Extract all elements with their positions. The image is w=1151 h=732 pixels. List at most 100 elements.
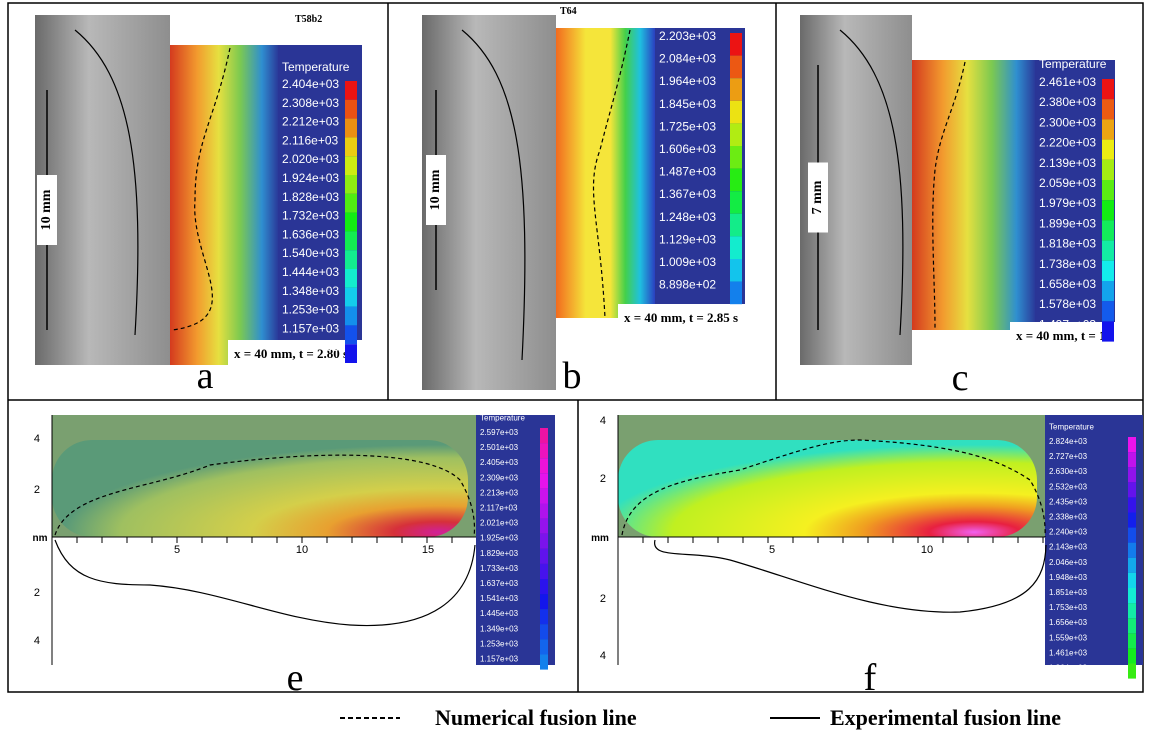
legend-label: 1.979e+03 xyxy=(1039,196,1096,210)
colorbar-swatch xyxy=(1128,482,1136,497)
colorbar-swatch xyxy=(730,214,742,237)
colorbar-swatch xyxy=(1128,528,1136,543)
legend-label: 2.212e+03 xyxy=(282,115,339,129)
colorbar-swatch xyxy=(345,100,357,119)
scale-label: 7 mm xyxy=(810,180,825,214)
legend-label: 1.129e+03 xyxy=(659,232,716,246)
colorbar-swatch xyxy=(540,549,548,564)
legend-label: 2.405e+03 xyxy=(480,458,519,467)
legend-label: 1.009e+03 xyxy=(659,255,716,269)
legend-label: 1.606e+03 xyxy=(659,142,716,156)
colorbar-swatch xyxy=(345,213,357,232)
simulation-map xyxy=(912,60,1035,330)
legend-experimental: Experimental fusion line xyxy=(830,705,1061,730)
colorbar-swatch xyxy=(1128,467,1136,482)
y-tick-label: 2 xyxy=(34,484,40,496)
colorbar-swatch xyxy=(1102,281,1114,301)
colorbar-swatch xyxy=(345,175,357,194)
y-tick-label: 4 xyxy=(34,635,40,647)
panel-letter: e xyxy=(287,657,304,699)
legend-label: 2.084e+03 xyxy=(659,52,716,66)
legend-title: Temperature xyxy=(480,413,525,422)
legend-label: 2.404e+03 xyxy=(282,77,339,91)
panel-letter: c xyxy=(952,357,969,399)
legend-label: 1.829e+03 xyxy=(480,549,519,558)
legend-label: 1.851e+03 xyxy=(1049,588,1088,597)
legend-label: 1.541e+03 xyxy=(480,594,519,603)
legend-numerical: Numerical fusion line xyxy=(435,705,637,730)
simulation-map xyxy=(170,45,278,365)
legend-label: 1.658e+03 xyxy=(1039,277,1096,291)
legend-label: 2.338e+03 xyxy=(1049,513,1088,522)
scale-label: 10 mm xyxy=(39,189,54,230)
legend-label: 1.157e+03 xyxy=(282,321,339,335)
colorbar-swatch xyxy=(730,56,742,79)
colorbar-swatch xyxy=(1128,497,1136,512)
legend-label: 1.559e+03 xyxy=(1049,633,1088,642)
colorbar-swatch xyxy=(540,534,548,549)
legend-label: 1.349e+03 xyxy=(480,624,519,633)
legend-label: 1.948e+03 xyxy=(1049,573,1088,582)
legend-label: 1.828e+03 xyxy=(282,190,339,204)
legend-title: Temperature xyxy=(659,9,727,23)
colorbar-swatch xyxy=(540,564,548,579)
colorbar-swatch xyxy=(345,119,357,138)
legend-label: 1.348e+03 xyxy=(282,284,339,298)
legend-label: 1.656e+03 xyxy=(1049,618,1088,627)
x-tick-label: 10 xyxy=(296,544,308,556)
colorbar-swatch xyxy=(540,655,548,670)
x-tick-label: 15 xyxy=(422,544,434,556)
x-tick-label: 10 xyxy=(921,544,933,556)
legend-label: 2.220e+03 xyxy=(1039,136,1096,150)
colorbar-swatch xyxy=(540,594,548,609)
colorbar-swatch xyxy=(1102,99,1114,119)
panel-letter: a xyxy=(197,355,214,397)
y-tick-label: 4 xyxy=(600,415,606,427)
colorbar-swatch xyxy=(540,473,548,488)
colorbar-swatch xyxy=(1102,261,1114,281)
legend-label: 1.733e+03 xyxy=(480,564,519,573)
colorbar-swatch xyxy=(540,639,548,654)
legend-label: 1.899e+03 xyxy=(1039,216,1096,230)
legend-label: 2.059e+03 xyxy=(1039,176,1096,190)
legend-title: Temperature xyxy=(1049,422,1094,431)
legend-label: 1.725e+03 xyxy=(659,119,716,133)
colorbar-swatch xyxy=(1128,664,1136,679)
colorbar-swatch xyxy=(1102,180,1114,200)
colorbar-swatch xyxy=(540,443,548,458)
colorbar-swatch xyxy=(1128,437,1136,452)
colorbar-swatch xyxy=(1102,220,1114,240)
y-tick-label: 2 xyxy=(600,473,606,485)
legend-label: 2.380e+03 xyxy=(1039,95,1096,109)
colorbar-swatch xyxy=(730,169,742,192)
colorbar-swatch xyxy=(730,33,742,56)
colorbar-swatch xyxy=(345,231,357,250)
legend-label: 2.021e+03 xyxy=(480,519,519,528)
x-tick-label: 5 xyxy=(174,544,180,556)
legend-label: 2.116e+03 xyxy=(282,133,338,147)
colorbar-swatch xyxy=(730,123,742,146)
legend-label: 1.253e+03 xyxy=(480,639,519,648)
weld-pool xyxy=(52,440,468,537)
colorbar-swatch xyxy=(540,609,548,624)
legend-label: 1.753e+03 xyxy=(1049,603,1088,612)
colorbar-swatch xyxy=(1128,633,1136,648)
legend-label: 1.738e+03 xyxy=(1039,257,1096,271)
scale-label: 10 mm xyxy=(428,169,443,210)
weld-pool xyxy=(618,440,1037,537)
colorbar-swatch xyxy=(1128,588,1136,603)
legend-label: 1.061e+03 xyxy=(282,340,339,354)
colorbar-swatch xyxy=(345,307,357,326)
colorbar-swatch xyxy=(1128,558,1136,573)
legend-label: 2.532e+03 xyxy=(1049,482,1088,491)
panel-letter: f xyxy=(864,657,877,699)
legend-label: 1.732e+03 xyxy=(282,209,339,223)
colorbar-swatch xyxy=(1102,119,1114,139)
legend: Numerical fusion line Experimental fusio… xyxy=(340,705,1061,730)
colorbar-swatch xyxy=(345,81,357,100)
legend-label: 2.213e+03 xyxy=(480,488,519,497)
legend-title: Temperature xyxy=(1039,57,1107,71)
legend-label: 1.540e+03 xyxy=(282,246,339,260)
legend-label: 1.367e+03 xyxy=(659,187,716,201)
axis-unit: nm xyxy=(33,533,48,544)
